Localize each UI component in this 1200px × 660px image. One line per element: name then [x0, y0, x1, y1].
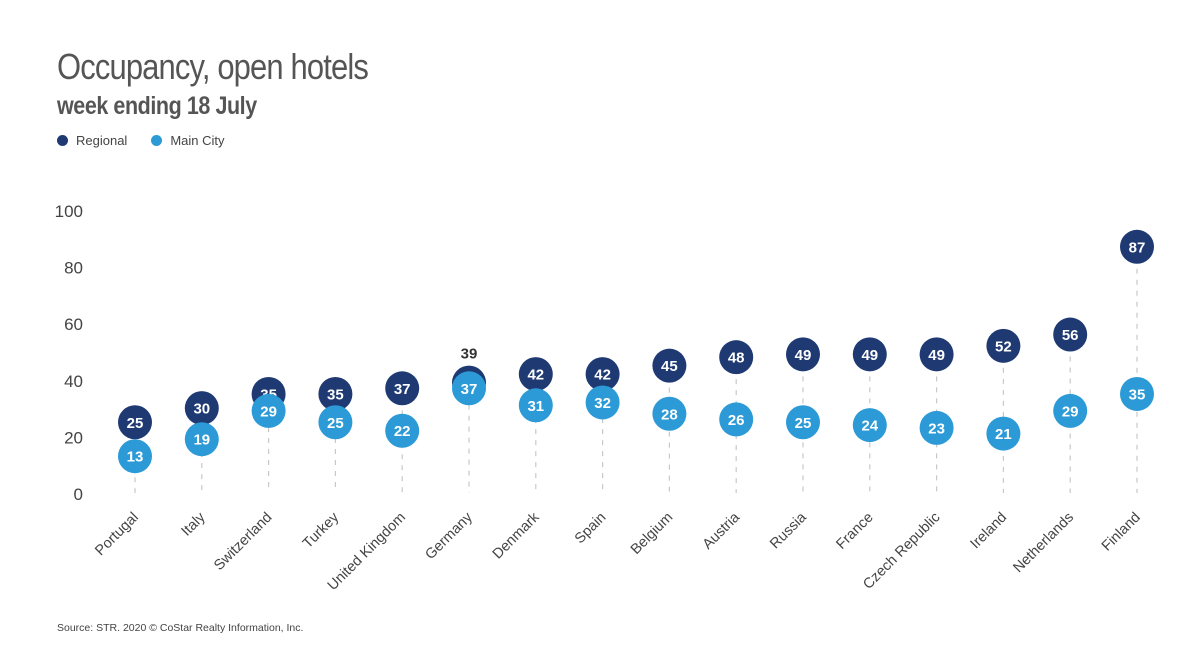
main-city-dot-finland: [1120, 376, 1154, 411]
main-city-data-label-germany: 37: [461, 381, 478, 398]
main-city-data-label-austria: 26: [728, 412, 745, 429]
x-tick-label-finland: Finland: [1099, 510, 1144, 555]
regional-data-label-czech-republic: 49: [928, 347, 945, 364]
legend-swatch-main-city: [151, 135, 163, 146]
main-city-data-label-switzerland: 29: [260, 403, 277, 420]
regional-data-label-portugal: 25: [127, 415, 144, 432]
legend: Regional Main City: [57, 133, 225, 148]
x-tick-label-ireland: Ireland: [968, 510, 1011, 553]
source-note: Source: STR. 2020 © CoStar Realty Inform…: [57, 622, 304, 634]
regional-data-label-turkey: 35: [327, 386, 344, 403]
regional-dot-portugal: [118, 405, 152, 440]
regional-data-label-spain: 42: [594, 367, 611, 384]
main-city-dot-turkey: [318, 405, 353, 440]
regional-data-label-italy: 30: [193, 401, 210, 418]
legend-swatch-regional: [57, 135, 68, 146]
main-city-data-label-denmark: 31: [527, 398, 544, 415]
x-tick-label-austria: Austria: [700, 509, 744, 553]
main-city-data-label-netherlands: 29: [1062, 403, 1079, 420]
main-city-dot-germany: [452, 371, 486, 406]
main-city-dot-spain: [585, 385, 620, 420]
x-tick-label-italy: Italy: [179, 509, 210, 540]
main-city-dot-netherlands: [1053, 393, 1088, 428]
main-city-data-label-portugal: 13: [127, 449, 144, 466]
main-city-dot-belgium: [652, 396, 687, 431]
x-tick-label-turkey: Turkey: [300, 509, 343, 552]
main-city-dot-ireland: [986, 416, 1021, 451]
main-city-data-label-united-kingdom: 22: [394, 423, 411, 440]
regional-data-label-ireland: 52: [995, 338, 1012, 355]
regional-data-label-netherlands: 56: [1062, 327, 1079, 344]
regional-data-label-united-kingdom: 37: [394, 381, 411, 398]
x-tick-label-netherlands: Netherlands: [1010, 510, 1077, 577]
main-city-data-label-russia: 25: [795, 415, 812, 432]
x-tick-label-russia: Russia: [767, 509, 810, 552]
y-tick-label-40: 40: [64, 372, 83, 391]
regional-dot-austria: [719, 340, 754, 375]
main-city-data-label-italy: 19: [193, 432, 210, 449]
regional-dot-denmark: [518, 357, 553, 392]
x-tick-label-denmark: Denmark: [490, 509, 543, 562]
regional-data-label-austria: 48: [728, 350, 745, 367]
x-tick-label-belgium: Belgium: [628, 510, 676, 558]
y-tick-label-100: 100: [55, 202, 83, 221]
regional-data-label-germany: 39: [461, 346, 478, 363]
regional-data-label-belgium: 45: [661, 358, 678, 375]
regional-data-label-denmark: 42: [527, 367, 544, 384]
regional-dot-belgium: [652, 348, 687, 383]
main-city-data-label-czech-republic: 23: [928, 420, 945, 437]
y-tick-label-0: 0: [74, 485, 83, 504]
main-city-dot-czech-republic: [919, 410, 954, 445]
main-city-data-label-belgium: 28: [661, 406, 678, 423]
x-tick-label-spain: Spain: [572, 510, 610, 548]
main-city-data-label-spain: 32: [594, 395, 611, 412]
main-city-data-label-france: 24: [861, 418, 878, 435]
main-city-dot-denmark: [518, 388, 553, 423]
y-tick-label-60: 60: [64, 315, 83, 334]
regional-dot-czech-republic: [919, 337, 954, 372]
chart-subtitle: week ending 18 July: [57, 92, 257, 120]
regional-data-label-france: 49: [861, 347, 878, 364]
x-tick-label-switzerland: Switzerland: [211, 510, 275, 574]
regional-dot-russia: [786, 337, 820, 372]
regional-dot-ireland: [986, 328, 1021, 363]
regional-dot-italy: [184, 391, 219, 426]
y-tick-label-20: 20: [64, 428, 83, 447]
regional-data-label-russia: 49: [795, 347, 812, 364]
legend-item-main-city: Main City: [151, 133, 225, 148]
regional-dot-netherlands: [1053, 317, 1088, 352]
regional-dot-turkey: [318, 376, 353, 411]
main-city-data-label-turkey: 25: [327, 415, 344, 432]
legend-label-main-city: Main City: [170, 133, 225, 148]
x-tick-label-france: France: [833, 510, 876, 553]
regional-dot-united-kingdom: [385, 371, 420, 406]
legend-item-regional: Regional: [57, 133, 127, 148]
regional-dot-france: [852, 337, 887, 372]
regional-data-label-finland: 87: [1129, 239, 1146, 256]
chart-title: Occupancy, open hotels: [57, 46, 369, 87]
main-city-dot-russia: [786, 405, 820, 440]
legend-label-regional: Regional: [76, 133, 128, 148]
x-tick-label-portugal: Portugal: [92, 510, 142, 560]
main-city-dot-united-kingdom: [385, 413, 420, 448]
main-city-data-label-finland: 35: [1129, 386, 1146, 403]
main-city-dot-france: [852, 408, 887, 443]
main-city-dot-portugal: [118, 439, 152, 474]
main-city-dot-austria: [719, 402, 754, 437]
x-tick-label-germany: Germany: [422, 509, 476, 563]
main-city-dot-italy: [184, 422, 219, 457]
regional-dot-finland: [1120, 229, 1154, 264]
dot-plot-chart: 0 20 40 60 80 100 Portugal Italy Switzerland Turk…: [55, 202, 1154, 594]
main-city-data-label-ireland: 21: [995, 426, 1012, 443]
main-city-dot-switzerland: [251, 393, 286, 428]
y-tick-label-80: 80: [64, 259, 83, 278]
regional-dot-spain: [585, 357, 620, 392]
